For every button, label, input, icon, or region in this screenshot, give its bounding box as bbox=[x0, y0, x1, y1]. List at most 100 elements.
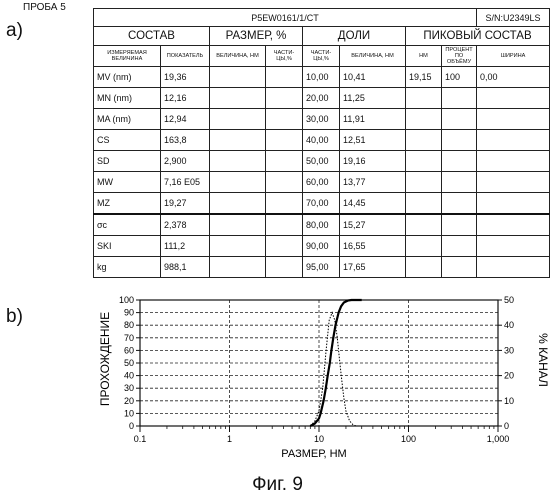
row-size-nm bbox=[210, 88, 266, 109]
y-tick-label-right: 40 bbox=[504, 320, 514, 330]
col-peak-volume: ПРОЦЕНТ ПО ОБЪЁМУ bbox=[442, 46, 477, 67]
group-composition: СОСТАВ bbox=[94, 27, 210, 46]
y-tick-label-right: 0 bbox=[504, 421, 509, 431]
channel-percent-line bbox=[310, 313, 356, 426]
row-particles-pct bbox=[266, 257, 303, 278]
row-frac-pct: 20,00 bbox=[303, 88, 340, 109]
row-particles-pct bbox=[266, 193, 303, 215]
row-value: 7,16 E05 bbox=[161, 172, 210, 193]
row-name: MV (nm) bbox=[94, 67, 161, 88]
row-frac-value: 13,77 bbox=[340, 172, 406, 193]
row-frac-value: 14,45 bbox=[340, 193, 406, 215]
y-tick-label-right: 50 bbox=[504, 295, 514, 305]
col-measured: ИЗМЕРЯЕМАЯ ВЕЛИЧИНА bbox=[94, 46, 161, 67]
row-particles-pct bbox=[266, 151, 303, 172]
row-name: SD bbox=[94, 151, 161, 172]
row-value: 2,900 bbox=[161, 151, 210, 172]
row-frac-pct: 50,00 bbox=[303, 151, 340, 172]
table-row: MN (nm)12,1620,0011,25 bbox=[94, 88, 550, 109]
row-peak-nm bbox=[406, 151, 442, 172]
row-particles-pct bbox=[266, 88, 303, 109]
row-value: 988,1 bbox=[161, 257, 210, 278]
figure-caption: Фиг. 9 bbox=[0, 474, 555, 496]
row-frac-value: 16,55 bbox=[340, 236, 406, 257]
y-tick-label-right: 20 bbox=[504, 371, 514, 381]
table-row: MV (nm)19,3610,0010,4119,151000,00 bbox=[94, 67, 550, 88]
col-peak-width: ШИРИНА bbox=[477, 46, 550, 67]
row-particles-pct bbox=[266, 67, 303, 88]
group-size-pct: РАЗМЕР, % bbox=[210, 27, 303, 46]
row-peak-volume bbox=[442, 214, 477, 236]
y-tick-label-left: 100 bbox=[119, 295, 134, 305]
x-axis-label: РАЗМЕР, НМ bbox=[281, 448, 346, 460]
table-row: SD2,90050,0019,16 bbox=[94, 151, 550, 172]
row-frac-pct: 80,00 bbox=[303, 214, 340, 236]
row-value: 12,94 bbox=[161, 109, 210, 130]
particle-size-chart: 0102030405060708090100010203040500.11101… bbox=[0, 290, 555, 465]
row-name: MA (nm) bbox=[94, 109, 161, 130]
y-tick-label-left: 10 bbox=[124, 408, 134, 418]
row-size-nm bbox=[210, 151, 266, 172]
grid bbox=[140, 300, 498, 426]
row-frac-value: 15,27 bbox=[340, 214, 406, 236]
row-size-nm bbox=[210, 236, 266, 257]
y-tick-label-left: 60 bbox=[124, 345, 134, 355]
sample-id: P5EW0161/1/CT bbox=[94, 9, 477, 27]
row-peak-nm bbox=[406, 257, 442, 278]
row-peak-nm bbox=[406, 130, 442, 151]
y-tick-label-right: 10 bbox=[504, 396, 514, 406]
y-tick-label-left: 90 bbox=[124, 308, 134, 318]
row-peak-width bbox=[477, 193, 550, 215]
serial-number: S/N:U2349LS bbox=[477, 9, 550, 27]
col-indicator: ПОКАЗАТЕЛЬ bbox=[161, 46, 210, 67]
x-tick-label: 10 bbox=[314, 434, 324, 444]
y-tick-label-left: 20 bbox=[124, 396, 134, 406]
row-peak-nm bbox=[406, 109, 442, 130]
row-peak-width bbox=[477, 151, 550, 172]
row-name: kg bbox=[94, 257, 161, 278]
y-tick-label-left: 50 bbox=[124, 358, 134, 368]
row-peak-width: 0,00 bbox=[477, 67, 550, 88]
row-name: CS bbox=[94, 130, 161, 151]
row-peak-width bbox=[477, 130, 550, 151]
row-size-nm bbox=[210, 214, 266, 236]
row-peak-volume bbox=[442, 257, 477, 278]
results-table: P5EW0161/1/CT S/N:U2349LS СОСТАВ РАЗМЕР,… bbox=[93, 8, 550, 278]
row-name: MW bbox=[94, 172, 161, 193]
col-frac-value: ВЕЛИЧИНА, НМ bbox=[340, 46, 406, 67]
row-particles-pct bbox=[266, 214, 303, 236]
row-peak-width bbox=[477, 88, 550, 109]
row-value: 19,27 bbox=[161, 193, 210, 215]
row-peak-volume bbox=[442, 172, 477, 193]
row-frac-value: 17,65 bbox=[340, 257, 406, 278]
y-axis-label-right: % КАНАЛ bbox=[536, 333, 550, 387]
table-row: CS163,840,0012,51 bbox=[94, 130, 550, 151]
y-tick-label-left: 70 bbox=[124, 333, 134, 343]
row-peak-nm bbox=[406, 88, 442, 109]
sample-label: ПРОБА 5 bbox=[23, 2, 66, 13]
row-size-nm bbox=[210, 193, 266, 215]
row-frac-value: 10,41 bbox=[340, 67, 406, 88]
row-size-nm bbox=[210, 67, 266, 88]
table-row: MW7,16 E0560,0013,77 bbox=[94, 172, 550, 193]
col-frac-particles: ЧАСТИ-ЦЫ,% bbox=[303, 46, 340, 67]
row-frac-pct: 95,00 bbox=[303, 257, 340, 278]
row-peak-width bbox=[477, 214, 550, 236]
row-frac-pct: 30,00 bbox=[303, 109, 340, 130]
row-size-nm bbox=[210, 109, 266, 130]
y-tick-label-left: 0 bbox=[129, 421, 134, 431]
row-size-nm bbox=[210, 172, 266, 193]
row-peak-volume bbox=[442, 151, 477, 172]
row-peak-width bbox=[477, 257, 550, 278]
row-peak-volume bbox=[442, 88, 477, 109]
y-axis-label-left: ПРОХОЖДЕНИЕ bbox=[98, 312, 112, 406]
x-tick-label: 0.1 bbox=[134, 434, 147, 444]
col-particles-pct: ЧАСТИ-ЦЫ,% bbox=[266, 46, 303, 67]
row-frac-pct: 10,00 bbox=[303, 67, 340, 88]
row-particles-pct bbox=[266, 109, 303, 130]
row-peak-nm bbox=[406, 172, 442, 193]
y-tick-label-left: 40 bbox=[124, 371, 134, 381]
row-peak-volume bbox=[442, 109, 477, 130]
row-peak-nm bbox=[406, 236, 442, 257]
row-value: 111,2 bbox=[161, 236, 210, 257]
